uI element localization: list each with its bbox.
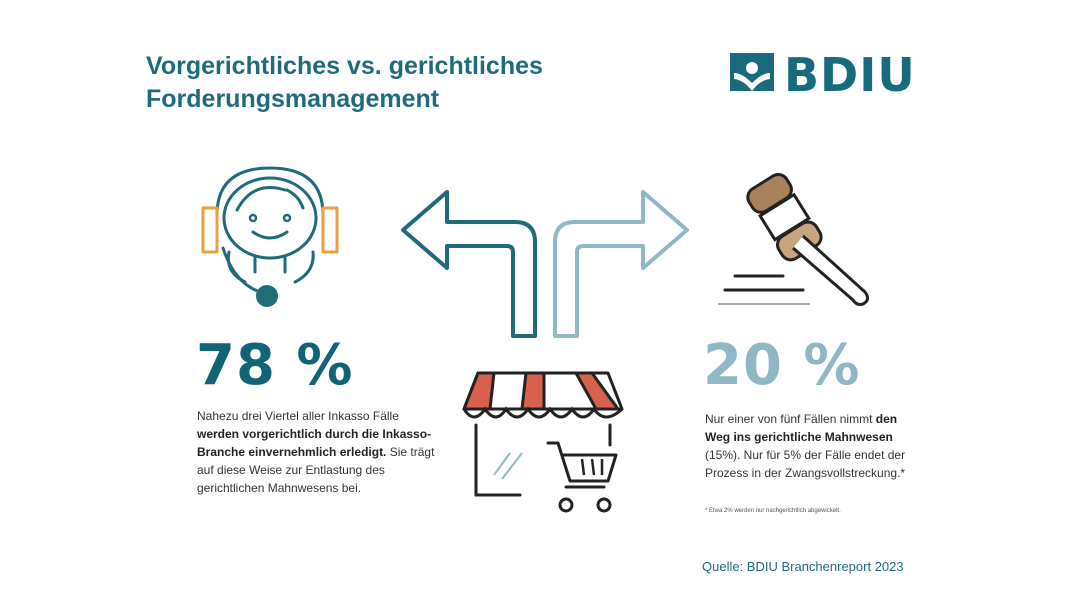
left-text-2: Sie trägt auf diese Weise zur Entlastung… bbox=[197, 445, 435, 495]
right-percent: 20 % bbox=[703, 333, 861, 398]
source-note: Quelle: BDIU Branchenreport 2023 bbox=[702, 559, 904, 574]
left-text-bold: werden vorgerichtlich durch die Inkasso-… bbox=[197, 427, 432, 459]
left-text-1: Nahezu drei Viertel aller Inkasso Fälle bbox=[197, 409, 399, 423]
right-description: Nur einer von fünf Fällen nimmt den Weg … bbox=[705, 410, 910, 482]
title-line-2: Forderungsmanagement bbox=[146, 85, 440, 113]
arrow-right-icon bbox=[553, 190, 689, 338]
right-text-bold: den Weg ins gerichtliche Mahnwesen bbox=[705, 412, 898, 444]
page-title: Vorgerichtliches vs. gerichtliches Forde… bbox=[146, 50, 543, 116]
headset-agent-icon bbox=[201, 166, 339, 307]
arrow-left-icon bbox=[401, 190, 537, 338]
gavel-icon bbox=[718, 173, 870, 306]
bdiu-logo-icon bbox=[730, 53, 774, 97]
left-description: Nahezu drei Viertel aller Inkasso Fälle … bbox=[197, 407, 437, 497]
left-percent: 78 % bbox=[196, 333, 354, 398]
shop-cart-icon bbox=[462, 371, 624, 513]
footnote: * Etwa 2% werden nur nachgerichtlich abg… bbox=[705, 508, 841, 514]
title-line-1: Vorgerichtliches vs. gerichtliches bbox=[146, 52, 543, 80]
bdiu-logo: BDIU bbox=[730, 48, 916, 102]
right-text-2: (15%). Nur für 5% der Fälle endet der Pr… bbox=[705, 448, 906, 480]
right-text-1: Nur einer von fünf Fällen nimmt bbox=[705, 412, 876, 426]
bdiu-logo-text: BDIU bbox=[784, 48, 916, 102]
